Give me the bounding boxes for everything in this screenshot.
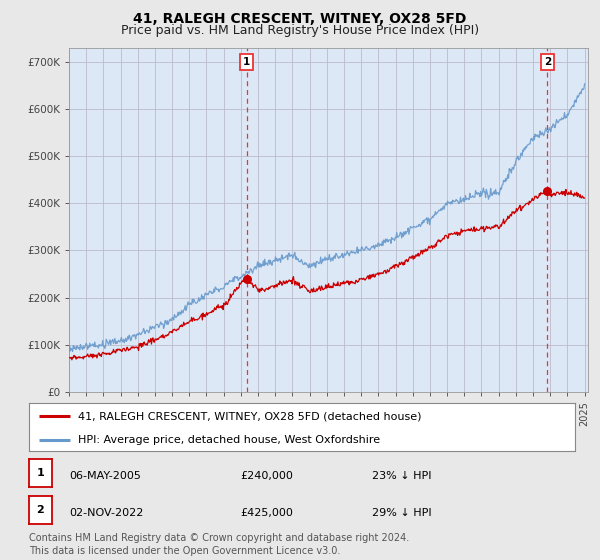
Text: 2: 2 <box>544 57 551 67</box>
Text: £425,000: £425,000 <box>240 508 293 518</box>
Text: Contains HM Land Registry data © Crown copyright and database right 2024.
This d: Contains HM Land Registry data © Crown c… <box>29 533 409 556</box>
Text: 02-NOV-2022: 02-NOV-2022 <box>69 508 143 518</box>
Text: Price paid vs. HM Land Registry's House Price Index (HPI): Price paid vs. HM Land Registry's House … <box>121 24 479 36</box>
Text: 1: 1 <box>243 57 250 67</box>
Text: £240,000: £240,000 <box>240 472 293 482</box>
Text: HPI: Average price, detached house, West Oxfordshire: HPI: Average price, detached house, West… <box>78 435 380 445</box>
Text: 1: 1 <box>37 468 44 478</box>
Text: 2: 2 <box>37 505 44 515</box>
Text: 06-MAY-2005: 06-MAY-2005 <box>69 472 141 482</box>
Text: 29% ↓ HPI: 29% ↓ HPI <box>372 508 431 518</box>
Text: 41, RALEGH CRESCENT, WITNEY, OX28 5FD: 41, RALEGH CRESCENT, WITNEY, OX28 5FD <box>133 12 467 26</box>
Text: 23% ↓ HPI: 23% ↓ HPI <box>372 472 431 482</box>
Text: 41, RALEGH CRESCENT, WITNEY, OX28 5FD (detached house): 41, RALEGH CRESCENT, WITNEY, OX28 5FD (d… <box>78 411 421 421</box>
